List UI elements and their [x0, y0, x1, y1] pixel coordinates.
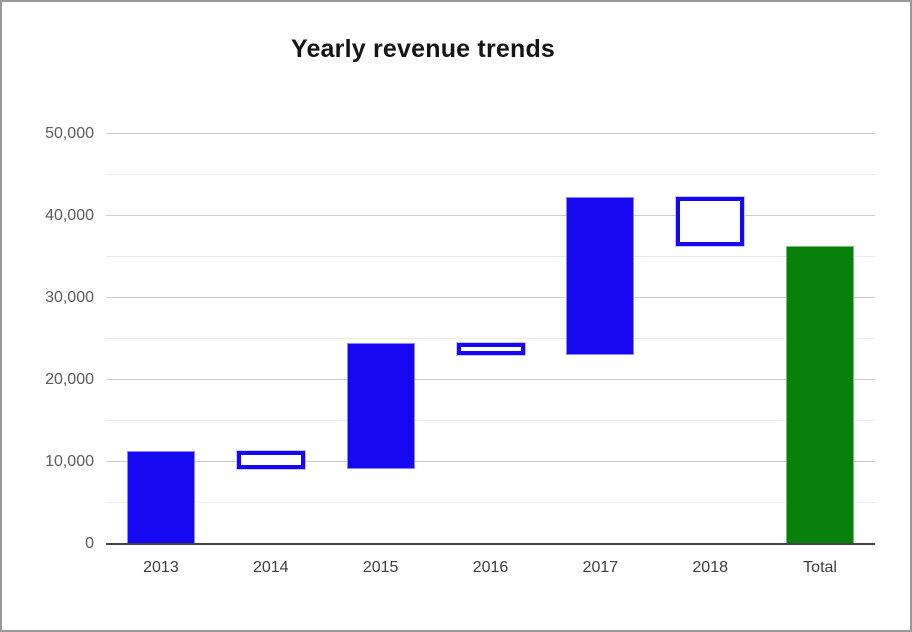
y-axis-tick-label-30000: 30,000 [45, 289, 94, 306]
waterfall-bar-2013[interactable] [126, 451, 195, 544]
y-axis-tick-label-20000: 20,000 [45, 371, 94, 388]
minor-gridline-35000 [106, 256, 875, 257]
y-axis-labels: 0 10,000 20,000 30,000 40,000 50,000 [2, 126, 94, 552]
waterfall-bar-2018[interactable] [676, 197, 745, 246]
plot-area [106, 133, 875, 545]
major-gridline-20000 [106, 379, 875, 380]
x-axis-label-2015: 2015 [362, 559, 399, 576]
minor-gridline-5000 [106, 502, 875, 503]
waterfall-bar-2016[interactable] [456, 343, 525, 356]
major-gridline-50000 [106, 133, 875, 134]
y-axis-tick-label-10000: 10,000 [45, 453, 94, 470]
minor-gridline-25000 [106, 338, 875, 339]
waterfall-bar-total[interactable] [786, 245, 855, 544]
waterfall-bar-2017[interactable] [566, 197, 635, 356]
y-axis-tick-label-50000: 50,000 [45, 125, 94, 142]
chart-title: Yearly revenue trends [290, 35, 556, 63]
x-axis-label-2018: 2018 [692, 559, 728, 576]
major-gridline-30000 [106, 297, 875, 298]
x-axis-label-2016: 2016 [472, 559, 509, 576]
x-axis-line [106, 543, 875, 545]
x-axis-label-2017: 2017 [582, 559, 619, 576]
x-axis-labels: 2013 2014 2015 2016 2017 2018 Total [106, 558, 875, 580]
x-axis-label-2013: 2013 [143, 559, 179, 576]
x-axis-label-total: Total [803, 559, 837, 576]
major-gridline-40000 [106, 215, 875, 216]
y-axis-tick-label-0: 0 [85, 535, 94, 552]
x-axis-label-2014: 2014 [252, 559, 289, 576]
major-gridline-10000 [106, 461, 875, 462]
minor-gridline-45000 [106, 174, 875, 175]
title-row: Yearly revenue trends [2, 35, 844, 64]
waterfall-bar-2014[interactable] [236, 451, 305, 469]
waterfall-bar-2015[interactable] [346, 343, 415, 469]
minor-gridline-15000 [106, 420, 875, 421]
y-axis-tick-label-40000: 40,000 [45, 207, 94, 224]
